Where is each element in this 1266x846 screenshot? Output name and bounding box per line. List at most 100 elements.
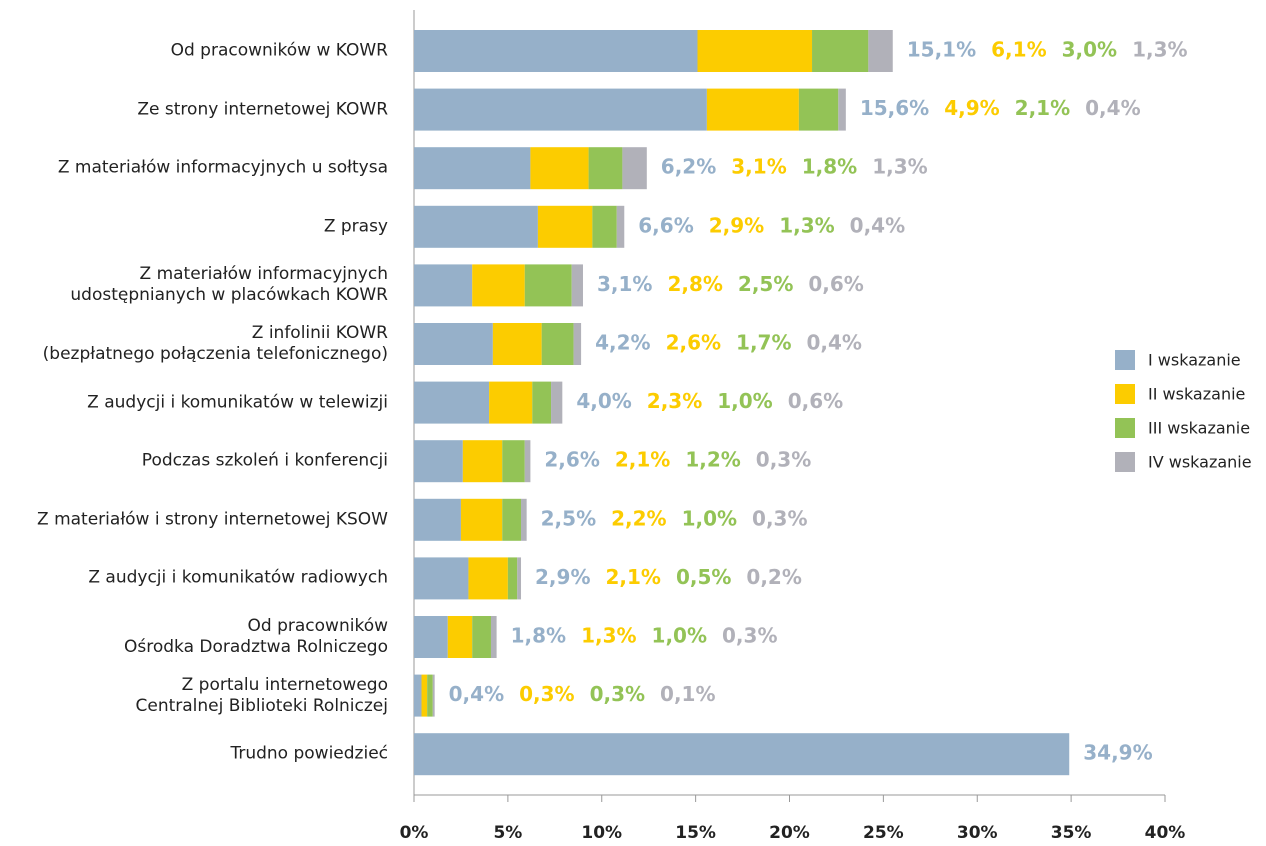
bar-segment — [432, 674, 435, 717]
legend-swatch — [1115, 350, 1135, 370]
value-label: 6,2% — [661, 155, 716, 179]
value-label: 2,5% — [541, 506, 596, 530]
bar-segment — [414, 616, 448, 658]
legend-swatch — [1115, 418, 1135, 438]
value-label: 4,2% — [595, 331, 650, 355]
category-label: Od pracowników Ośrodka Doradztwa Rolnicz… — [123, 616, 388, 657]
value-label: 0,4% — [850, 213, 905, 237]
value-label: 6,1% — [991, 38, 1046, 62]
value-label: 2,6% — [666, 331, 721, 355]
x-tick-label: 30% — [957, 823, 998, 843]
value-label: 15,6% — [860, 96, 929, 120]
value-label: 0,3% — [722, 624, 777, 648]
legend-swatch — [1115, 384, 1135, 404]
value-label: 0,3% — [752, 506, 807, 530]
bar-segment — [472, 616, 491, 658]
value-label: 2,9% — [709, 213, 764, 237]
value-label: 2,8% — [667, 272, 722, 296]
bar-segment — [592, 205, 617, 248]
bar-segment — [492, 323, 542, 365]
category-label: Z materiałów informacyjnych udostępniany… — [70, 264, 388, 306]
value-label: 3,1% — [597, 272, 652, 296]
legend-swatch — [1115, 452, 1135, 472]
category-label: Z audycji i komunikatów radiowych — [88, 567, 388, 588]
value-label: 0,5% — [676, 565, 731, 589]
category-label: Z materiałów informacyjnych u sołtysa — [57, 157, 388, 178]
bar-segment — [414, 88, 707, 131]
x-tick-label: 25% — [863, 823, 904, 843]
bar-segment — [571, 264, 583, 307]
value-label: 0,6% — [808, 272, 863, 296]
x-tick-label: 0% — [400, 823, 429, 843]
value-label: 2,1% — [1015, 96, 1070, 120]
value-label: 1,8% — [511, 624, 566, 648]
category-label: Trudno powiedzieć — [230, 743, 388, 764]
bar-segment — [414, 557, 469, 600]
value-label: 2,6% — [544, 448, 599, 472]
value-label: 2,5% — [738, 272, 793, 296]
legend-label: II wskazanie — [1148, 385, 1245, 404]
value-label: 1,8% — [802, 155, 857, 179]
value-label: 0,4% — [449, 682, 504, 706]
value-label: 2,2% — [611, 506, 666, 530]
value-label: 2,1% — [605, 565, 660, 589]
value-label: 2,3% — [647, 389, 702, 413]
bar-segment — [414, 733, 1070, 776]
value-label: 1,2% — [685, 448, 740, 472]
bar-segment — [489, 381, 533, 424]
bar-segment — [588, 147, 623, 190]
category-label: Podczas szkoleń i konferencji — [141, 450, 388, 471]
value-label: 1,3% — [872, 155, 927, 179]
category-label: Od pracowników w KOWR — [170, 40, 388, 61]
value-label: 2,1% — [615, 448, 670, 472]
value-label: 1,3% — [581, 624, 636, 648]
bar-segment — [462, 440, 503, 483]
value-label: 1,0% — [652, 624, 707, 648]
bar-segment — [706, 88, 799, 131]
bar-segment — [798, 88, 839, 131]
bar-segment — [414, 147, 531, 190]
value-label: 1,0% — [682, 506, 737, 530]
bar-segment — [616, 205, 625, 248]
bar-segment — [551, 381, 563, 424]
bar-segment — [414, 30, 698, 72]
bar-segment — [421, 674, 428, 717]
bar-segment — [460, 498, 503, 541]
value-label: 3,1% — [731, 155, 786, 179]
x-tick-label: 5% — [493, 823, 522, 843]
value-label: 3,0% — [1062, 38, 1117, 62]
bar-segment — [524, 440, 531, 483]
legend-label: III wskazanie — [1148, 419, 1250, 438]
x-tick-label: 10% — [581, 823, 622, 843]
bar-segment — [490, 616, 497, 658]
bar-segment — [537, 205, 593, 248]
value-label: 34,9% — [1083, 741, 1152, 765]
value-label: 6,6% — [638, 213, 693, 237]
bar-segment — [530, 147, 589, 190]
value-label: 15,1% — [907, 38, 976, 62]
value-label: 4,9% — [944, 96, 999, 120]
bar-segment — [541, 323, 574, 365]
bar-segment — [414, 205, 538, 248]
x-tick-label: 15% — [675, 823, 716, 843]
bar-segment — [414, 674, 422, 717]
bar-segment — [868, 30, 893, 72]
bar-segment — [532, 381, 552, 424]
bar-segment — [447, 616, 473, 658]
legend-label: I wskazanie — [1148, 351, 1241, 370]
value-label: 4,0% — [576, 389, 631, 413]
bar-segment — [507, 557, 518, 600]
x-tick-label: 35% — [1051, 823, 1092, 843]
value-label: 0,6% — [788, 389, 843, 413]
value-label: 1,3% — [779, 213, 834, 237]
bar-segment — [524, 264, 572, 307]
bar-segment — [427, 674, 433, 717]
bar-segment — [622, 147, 647, 190]
legend-label: IV wskazanie — [1148, 453, 1252, 472]
bar-segment — [521, 498, 527, 541]
bar-segment — [812, 30, 869, 72]
value-label: 1,3% — [1132, 38, 1187, 62]
bar-segment — [414, 323, 493, 365]
